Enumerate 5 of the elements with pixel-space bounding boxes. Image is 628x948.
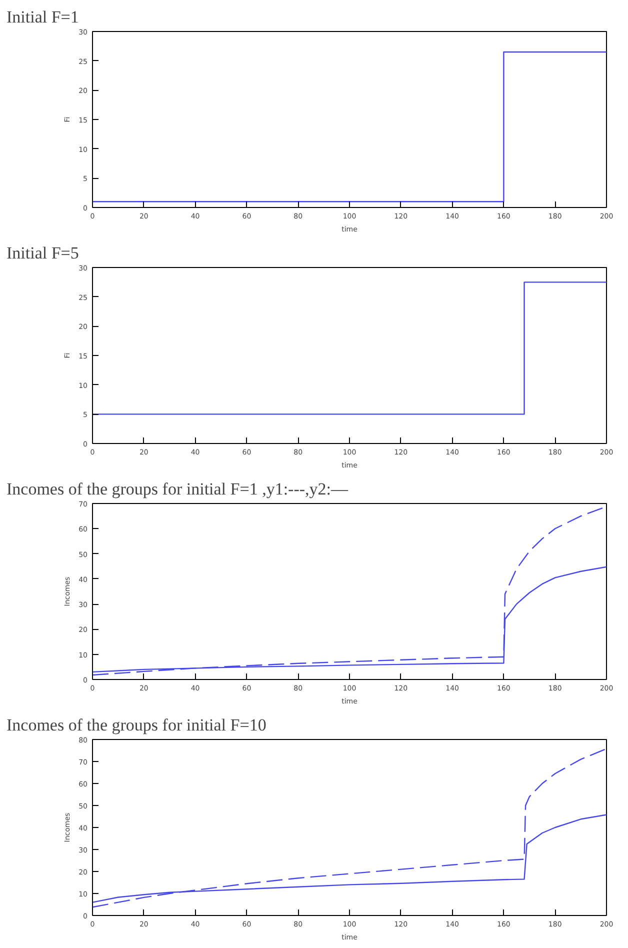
chart-title: Initial F=1 [6, 8, 79, 26]
chart-title: Incomes of the groups for initial F=1 ,y1:---,y2:— [6, 480, 349, 498]
line-series [92, 748, 606, 908]
chart-title: Initial F=5 [6, 244, 79, 262]
chart-title: Incomes of the groups for initial F=10 [6, 716, 266, 734]
